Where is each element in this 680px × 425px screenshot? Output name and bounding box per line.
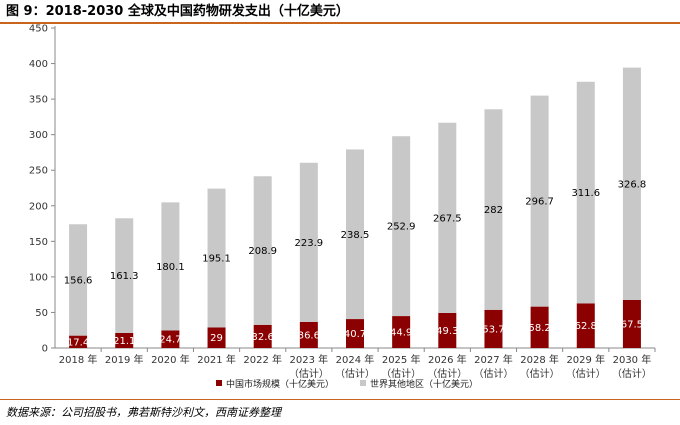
legend-swatch-china [216,380,222,386]
y-tick-label: 0 [42,344,48,355]
data-label-world: 208.9 [248,246,277,257]
data-label-china: 58.2 [528,323,550,334]
bar-world [207,188,226,328]
y-tick-label: 300 [29,130,48,141]
x-tick-note: （估计） [566,367,606,380]
bar-china [438,312,457,348]
data-label-china: 67.5 [621,320,643,331]
data-label-china: 53.7 [482,324,504,335]
bar-world [484,109,503,310]
y-tick-label: 100 [29,272,48,283]
data-label-world: 223.9 [295,238,324,249]
bar-china [253,324,272,348]
bar-china [115,332,134,348]
data-label-world: 156.6 [64,275,93,286]
x-tick-label: 2020 年 [151,353,190,366]
y-tick-label: 350 [29,95,48,106]
x-tick-note: （估计） [427,367,467,380]
bar-china [207,327,226,348]
figure-title: 图 9：2018-2030 全球及中国药物研发支出（十亿美元） [6,4,349,19]
x-tick-label: 2027 年 [474,353,513,366]
bar-world [438,122,457,313]
x-tick-label: 2024 年 [336,353,375,366]
y-tick-label: 150 [29,237,48,248]
y-tick-label: 250 [29,166,48,177]
x-tick-label: 2023 年 [290,353,329,366]
x-tick-label: 2026 年 [428,353,467,366]
data-label-world: 161.3 [110,271,139,282]
bar-china [346,319,364,348]
y-tick-label: 200 [29,201,48,212]
bar-world [392,136,411,317]
x-tick-label: 2018 年 [59,353,98,366]
data-label-world: 238.5 [341,230,370,241]
data-label-china: 49.3 [436,326,458,337]
data-label-china: 36.6 [298,330,320,341]
data-label-world: 296.7 [525,197,554,208]
data-label-world: 180.1 [156,262,185,273]
x-tick-note: （估计） [289,367,329,380]
data-label-world: 326.8 [618,179,647,190]
x-tick-label: 2029 年 [566,353,605,366]
x-tick-label: 2030 年 [613,353,652,366]
bar-world [622,67,641,300]
x-tick-note: （估计） [473,367,513,380]
legend-label-china: 中国市场规模（十亿美元） [226,378,334,390]
x-tick-note: （估计） [381,367,421,380]
legend-swatch-world [360,380,366,386]
data-label-china: 40.7 [344,329,366,340]
bar-china [299,321,318,348]
y-tick-label: 50 [35,308,48,319]
data-label-china: 44.9 [390,328,412,339]
y-tick-label: 400 [29,59,48,70]
x-tick-label: 2019 年 [105,353,144,366]
x-tick-label: 2025 年 [382,353,421,366]
bar-world [115,218,134,333]
data-label-china: 62.8 [575,321,597,332]
source-divider [0,399,680,400]
bar-china [484,309,503,348]
data-label-china: 17.4 [67,337,89,348]
title-divider [0,22,680,24]
x-tick-note: （估计） [335,367,375,380]
data-label-world: 282 [484,205,503,216]
bar-world [299,162,318,322]
data-label-china: 21.1 [113,336,135,347]
bar-china [530,306,549,348]
bar-china [622,300,641,348]
x-tick-note: （估计） [520,367,560,380]
bar-china [69,335,88,348]
bar-china [392,316,411,348]
bar-world [161,202,180,331]
data-label-world: 311.6 [571,188,600,199]
x-tick-label: 2021 年 [197,353,236,366]
data-label-world: 195.1 [202,254,231,265]
data-label-world: 267.5 [433,213,462,224]
bar-china [576,303,595,348]
bar-world [346,149,364,320]
data-label-world: 252.9 [387,222,416,233]
data-label-china: 29 [210,333,223,344]
bar-world [530,95,549,307]
data-label-china: 24.7 [159,335,181,346]
x-tick-label: 2028 年 [520,353,559,366]
y-tick-label: 450 [29,24,48,35]
data-label-china: 32.6 [252,332,274,343]
bar-china [161,330,180,348]
x-tick-note: （估计） [612,367,652,380]
x-tick-label: 2022 年 [243,353,282,366]
bar-world [69,224,88,336]
data-source-note: 数据来源：公司招股书，弗若斯特沙利文，西南证券整理 [6,406,281,419]
legend-label-world: 世界其他地区（十亿美元） [370,378,478,390]
bar-world [253,176,272,325]
bar-world [576,81,595,304]
